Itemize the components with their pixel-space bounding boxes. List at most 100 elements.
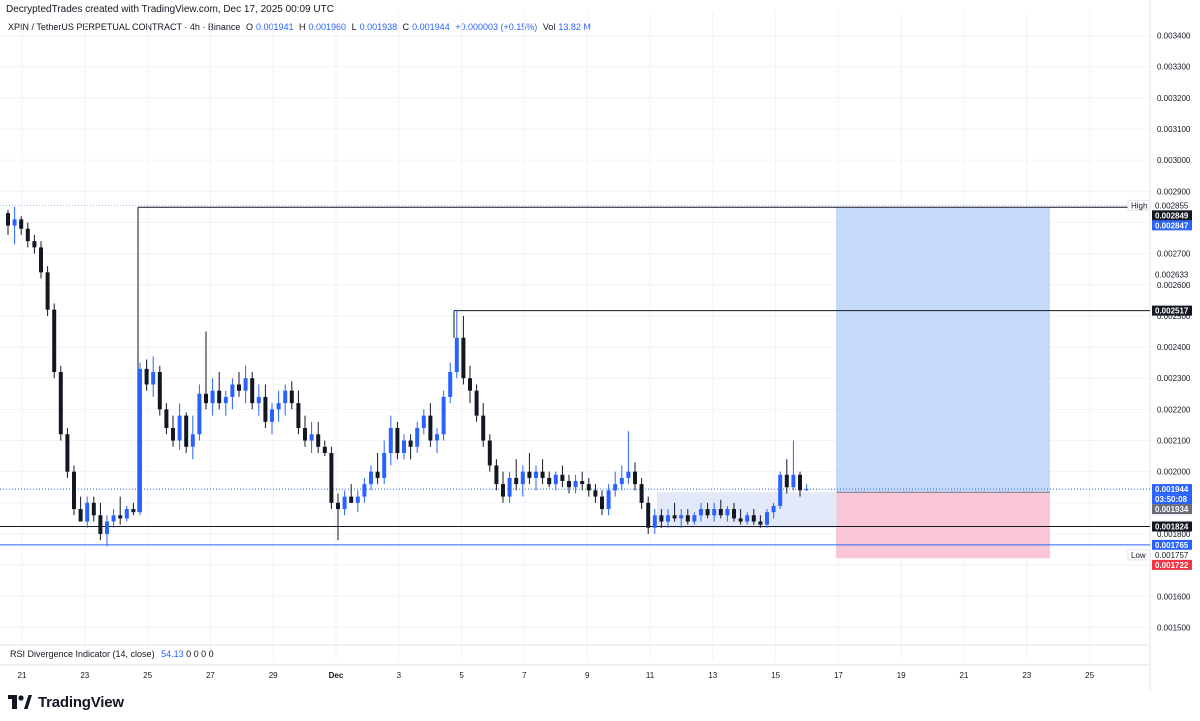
candles xyxy=(6,206,809,547)
candle-body xyxy=(520,471,525,485)
price-tick-label: 0.003300 xyxy=(1157,63,1191,72)
candle-body xyxy=(322,446,327,453)
candle-body xyxy=(408,440,413,447)
candle-body xyxy=(395,428,400,453)
candle-body xyxy=(58,371,63,435)
candle-body xyxy=(415,428,420,447)
price-tag-text: 0.001944 xyxy=(1155,485,1189,494)
candle-body xyxy=(567,481,571,488)
time-tick-label: 21 xyxy=(18,671,27,680)
candle-body xyxy=(468,378,472,391)
candle-body xyxy=(177,415,182,441)
candle-body xyxy=(765,512,769,525)
candle-body xyxy=(428,415,433,441)
price-tag-blue xyxy=(1152,484,1192,495)
time-tick-label: 29 xyxy=(269,671,278,680)
candle-body xyxy=(646,502,651,528)
candle-body xyxy=(111,515,116,522)
candle-body xyxy=(72,471,76,510)
price-tag-text: 0.001824 xyxy=(1155,522,1189,531)
candle-body xyxy=(784,474,789,488)
candle-body xyxy=(619,477,624,485)
candle-body xyxy=(633,471,637,485)
candle-body xyxy=(593,490,598,497)
candle-body xyxy=(454,337,459,372)
candle-body xyxy=(157,371,162,410)
price-tick-label: 0.001600 xyxy=(1157,592,1191,601)
time-tick-label: 19 xyxy=(897,671,906,680)
close-value: 0.001944 xyxy=(412,22,450,32)
candle-body xyxy=(342,496,347,510)
time-tick-label: 9 xyxy=(585,671,590,680)
candle-body xyxy=(375,471,380,478)
time-tick-label: 11 xyxy=(646,671,655,680)
candle-body xyxy=(151,371,156,385)
price-tick-label: 0.002200 xyxy=(1157,405,1191,414)
candle-body xyxy=(12,219,17,226)
candle-body xyxy=(778,474,783,506)
close-label: C xyxy=(402,22,410,32)
candle-body xyxy=(230,384,235,397)
tradingview-logo[interactable]: TradingView xyxy=(8,692,124,712)
candle-body xyxy=(685,515,690,522)
drawings[interactable] xyxy=(0,204,1150,559)
price-tag-blue xyxy=(1152,220,1192,231)
price-tag-text: 0.001757 xyxy=(1155,551,1189,560)
time-tick-label: 17 xyxy=(834,671,843,680)
time-tick-label: 25 xyxy=(1085,671,1094,680)
candle-body xyxy=(303,428,307,441)
time-tick-label: 15 xyxy=(771,671,780,680)
candle-body xyxy=(514,477,519,485)
candle-body xyxy=(197,393,202,435)
candle-body xyxy=(679,515,684,519)
time-axis[interactable]: 21 23 25 27 29 Dec 3 5 7 9 11 13 15 17 19 21 23 25 xyxy=(18,671,1095,680)
candle-body xyxy=(751,515,756,522)
volume-label: Vol xyxy=(542,22,556,32)
price-tag-text: 03:50:08 xyxy=(1155,495,1188,504)
price-tag-blue xyxy=(1152,494,1192,505)
candle-body xyxy=(190,434,195,447)
candle-body xyxy=(382,452,387,478)
candle-body xyxy=(527,471,532,478)
time-tick-label: 21 xyxy=(960,671,969,680)
candle-body xyxy=(131,509,136,513)
price-chart[interactable]: 0.003400 0.003300 0.003200 0.003100 0.003000… xyxy=(0,0,1200,690)
long-position-target-zone[interactable] xyxy=(836,207,1050,493)
candle-body xyxy=(329,452,334,503)
candle-body xyxy=(421,415,426,429)
candle-body xyxy=(666,515,670,522)
symbol-title[interactable]: XPIN / TetherUS PERPETUAL CONTRACT · 4h … xyxy=(8,22,241,32)
time-tick-label: 27 xyxy=(206,671,215,680)
candle-body xyxy=(223,396,228,404)
candle-body xyxy=(263,396,268,422)
long-position-stop-zone[interactable] xyxy=(836,492,1050,559)
candle-body xyxy=(725,509,730,516)
candle-body xyxy=(626,471,631,478)
price-tick-label: 0.002900 xyxy=(1157,187,1191,196)
time-tick-label: Dec xyxy=(329,671,344,680)
candle-body xyxy=(45,272,50,310)
candle-body xyxy=(494,465,499,485)
candle-body xyxy=(369,471,373,485)
candle-body xyxy=(560,474,565,482)
high-value: 0.001960 xyxy=(308,22,347,32)
candle-body xyxy=(39,247,43,273)
price-axis[interactable]: 0.003400 0.003300 0.003200 0.003100 0.003000… xyxy=(1127,32,1192,633)
candle-body xyxy=(138,368,142,513)
candle-body xyxy=(118,515,123,519)
time-tick-label: 13 xyxy=(708,671,717,680)
rsi-legend[interactable]: RSI Divergence Indicator (14, close) 54.… xyxy=(10,649,214,659)
candle-body xyxy=(283,390,288,404)
price-tag-text: 0.002633 xyxy=(1155,270,1189,279)
candle-body xyxy=(237,384,241,391)
candle-body xyxy=(758,521,763,525)
candle-body xyxy=(105,521,109,534)
rsi-value: 54.13 xyxy=(161,649,184,659)
candle-body xyxy=(19,219,24,229)
candle-body xyxy=(441,396,446,435)
candle-body xyxy=(481,415,486,441)
rsi-extras: 0 0 0 0 xyxy=(186,649,214,659)
symbol-legend[interactable]: XPIN / TetherUS PERPETUAL CONTRACT · 4h … xyxy=(8,22,594,32)
candle-body xyxy=(639,484,644,503)
candle-body xyxy=(98,515,103,534)
